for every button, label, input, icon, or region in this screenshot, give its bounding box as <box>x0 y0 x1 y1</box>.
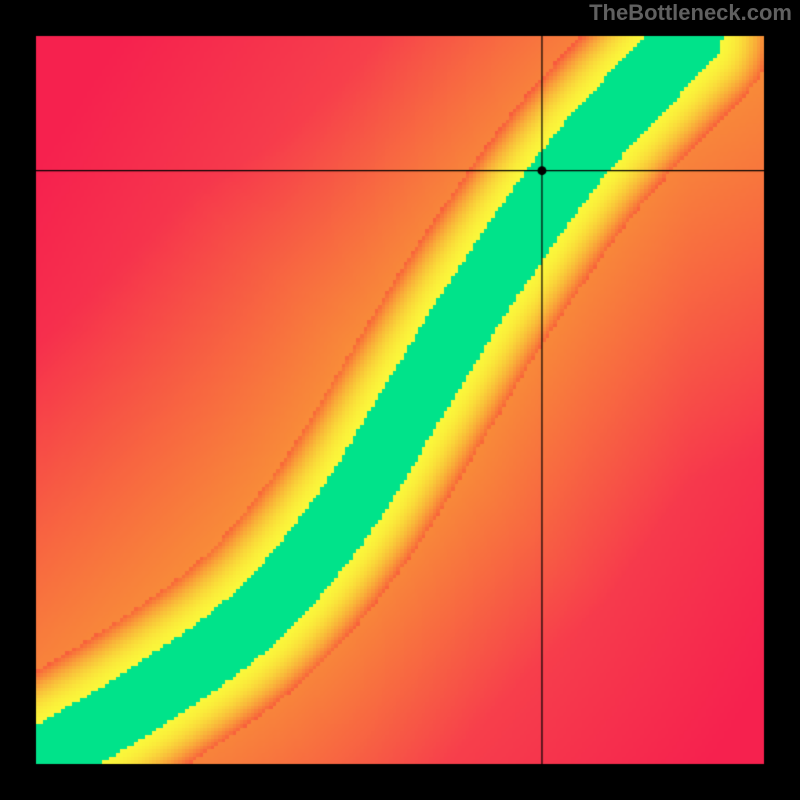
attribution-watermark: TheBottleneck.com <box>589 0 792 26</box>
bottleneck-heatmap <box>0 0 800 800</box>
